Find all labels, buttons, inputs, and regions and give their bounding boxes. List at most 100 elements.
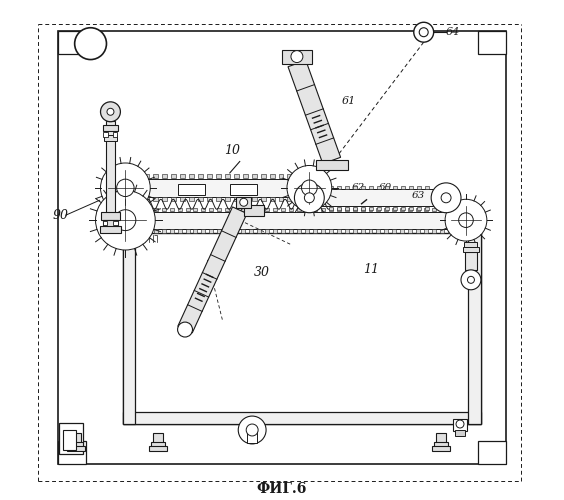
Bar — [225, 229, 230, 232]
Bar — [207, 198, 212, 202]
Bar — [154, 229, 158, 232]
Bar — [225, 198, 230, 202]
Bar — [186, 229, 190, 232]
Bar — [149, 446, 166, 452]
Circle shape — [456, 420, 464, 428]
Bar — [59, 423, 83, 454]
Bar — [434, 442, 448, 448]
Text: 10: 10 — [224, 144, 240, 157]
Bar — [309, 190, 446, 206]
Bar — [201, 208, 205, 211]
Bar — [243, 174, 248, 178]
Bar — [144, 174, 149, 178]
Bar — [236, 197, 250, 207]
Bar — [58, 31, 86, 54]
Bar — [198, 174, 203, 178]
Bar — [69, 442, 82, 448]
Circle shape — [419, 28, 428, 36]
Bar — [305, 208, 309, 211]
Bar — [361, 206, 365, 210]
Bar — [67, 446, 85, 452]
Bar — [409, 206, 413, 210]
Bar — [352, 208, 356, 211]
Bar — [104, 132, 108, 136]
Bar — [416, 229, 420, 232]
Bar — [456, 208, 460, 211]
Bar — [178, 184, 205, 196]
Bar — [297, 174, 301, 178]
Bar — [225, 174, 230, 178]
Bar — [257, 208, 261, 211]
Bar — [448, 229, 452, 232]
Bar — [400, 229, 404, 232]
Circle shape — [246, 424, 258, 436]
Bar — [345, 186, 349, 189]
Bar — [170, 229, 174, 232]
Circle shape — [305, 193, 314, 203]
Bar — [297, 198, 301, 202]
Circle shape — [459, 213, 473, 228]
Bar — [58, 31, 506, 464]
Bar — [297, 229, 301, 232]
Bar — [265, 208, 269, 211]
Bar — [265, 229, 269, 232]
Bar — [337, 208, 341, 211]
Polygon shape — [288, 60, 341, 164]
Bar — [279, 198, 284, 202]
Bar — [180, 174, 185, 178]
Bar — [289, 208, 293, 211]
Bar — [417, 206, 421, 210]
Bar — [455, 430, 465, 436]
Bar — [424, 229, 428, 232]
Bar — [393, 229, 396, 232]
Circle shape — [117, 179, 134, 196]
Bar — [448, 208, 452, 211]
Bar — [432, 446, 450, 452]
Bar — [329, 229, 333, 232]
Bar — [189, 174, 194, 178]
Bar — [216, 174, 221, 178]
Text: 64: 64 — [446, 27, 460, 37]
Bar — [463, 246, 479, 252]
Bar — [70, 433, 81, 444]
Bar — [103, 220, 118, 226]
Bar — [243, 198, 248, 202]
Polygon shape — [178, 207, 247, 333]
Bar — [261, 174, 266, 178]
Bar — [345, 206, 349, 210]
Text: 61: 61 — [342, 96, 356, 106]
Bar — [465, 252, 477, 270]
Circle shape — [414, 22, 434, 42]
Circle shape — [445, 200, 487, 241]
Bar — [377, 206, 381, 210]
Bar — [198, 198, 203, 202]
Bar — [279, 174, 284, 178]
Bar — [247, 429, 257, 443]
Circle shape — [294, 183, 324, 212]
Bar — [138, 208, 142, 211]
Bar — [400, 208, 404, 211]
Bar — [170, 208, 174, 211]
Circle shape — [100, 163, 150, 212]
Circle shape — [287, 166, 332, 210]
Text: 30: 30 — [254, 266, 270, 279]
Bar — [368, 208, 372, 211]
Text: 62: 62 — [351, 184, 365, 192]
Bar — [241, 208, 245, 211]
Bar — [180, 198, 185, 202]
Text: 60: 60 — [379, 184, 392, 192]
Text: 90: 90 — [53, 208, 69, 222]
Bar — [123, 232, 135, 424]
Bar — [452, 419, 468, 432]
Bar — [417, 186, 421, 189]
Bar — [270, 174, 275, 178]
Bar — [123, 412, 481, 424]
Bar — [282, 50, 312, 64]
Bar — [425, 186, 429, 189]
Bar — [151, 442, 165, 448]
Bar — [225, 208, 230, 211]
Bar — [425, 206, 429, 210]
Bar — [233, 229, 237, 232]
Bar — [138, 229, 142, 232]
Circle shape — [107, 108, 114, 116]
